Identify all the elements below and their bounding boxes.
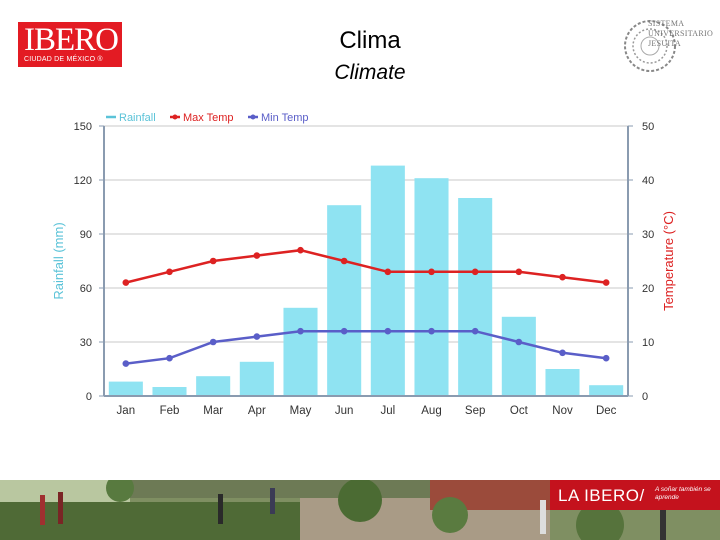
max-temp-point xyxy=(428,268,435,276)
legend-label: Min Temp xyxy=(261,112,308,124)
rainfall-bar xyxy=(152,387,187,396)
min-temp-point xyxy=(122,360,130,367)
left-axis-title: Rainfall (mm) xyxy=(51,222,66,299)
min-temp-point xyxy=(602,354,610,362)
right-tick-label: 10 xyxy=(642,337,654,349)
seal-line: SISTEMA xyxy=(648,19,685,28)
min-temp-point xyxy=(166,354,173,362)
banner-slogan: A soñar también se aprende xyxy=(655,486,711,501)
left-tick-label: 120 xyxy=(74,175,92,187)
campus-photo: LA IBERO/ A soñar también se aprende xyxy=(0,480,720,540)
seal-line: UNIVERSITARIO xyxy=(648,29,714,38)
right-tick-label: 30 xyxy=(642,229,654,241)
min-temp-point xyxy=(384,327,392,335)
x-tick-label: Apr xyxy=(248,405,266,417)
right-tick-label: 40 xyxy=(642,175,654,187)
max-temp-point xyxy=(602,279,610,286)
x-tick-label: Feb xyxy=(160,405,180,417)
climate-chart: 0 30 60 90 120 150 0 10 20 30 40 50 Jan Feb Mar Apr May J… xyxy=(51,112,676,417)
ibero-logo: IBERO CIUDAD DE MÉXICO ® xyxy=(18,22,122,67)
left-tick-label: 90 xyxy=(80,229,92,241)
min-temp-point xyxy=(340,327,348,335)
x-tick-label: Nov xyxy=(552,405,573,417)
page-title: Clima xyxy=(339,27,401,54)
logo-sub-text: CIUDAD DE MÉXICO ® xyxy=(24,56,103,63)
max-temp-point xyxy=(209,257,217,265)
rainfall-bar xyxy=(327,205,362,396)
x-tick-label: Aug xyxy=(421,405,441,417)
seal-line: JESUITA xyxy=(648,39,682,48)
min-temp-point xyxy=(515,338,523,346)
legend-label: Rainfall xyxy=(119,112,156,124)
max-temp-point xyxy=(515,268,523,276)
max-temp-point xyxy=(253,252,261,259)
min-temp-point xyxy=(209,338,217,346)
left-tick-label: 150 xyxy=(74,121,92,133)
x-tick-label: Oct xyxy=(510,405,529,417)
jesuit-seal-icon xyxy=(624,20,676,72)
max-temp-point xyxy=(471,268,479,276)
max-temp-point xyxy=(340,257,348,265)
right-tick-label: 0 xyxy=(642,391,648,403)
page-subtitle: Climate xyxy=(334,61,406,84)
max-temp-point xyxy=(559,273,566,281)
min-temp-point xyxy=(471,327,479,335)
min-temp-point xyxy=(559,349,566,357)
max-temp-point xyxy=(122,279,130,286)
min-temp-line xyxy=(125,329,607,365)
x-tick-label: Mar xyxy=(203,405,223,417)
legend-marker xyxy=(172,114,178,120)
x-tick-label: May xyxy=(290,405,312,417)
right-tick-label: 20 xyxy=(642,283,654,295)
legend-marker xyxy=(250,114,256,120)
min-temp-point xyxy=(428,327,435,335)
right-tick-label: 50 xyxy=(642,121,654,133)
x-tick-label: Sep xyxy=(465,405,485,417)
max-temp-point xyxy=(166,268,173,276)
left-tick-label: 0 xyxy=(86,391,92,403)
rainfall-bar xyxy=(414,178,449,396)
legend-label: Max Temp xyxy=(183,112,234,124)
max-temp-point xyxy=(384,268,392,276)
seal-text: SISTEMA UNIVERSITARIO JESUITA xyxy=(648,19,713,49)
rainfall-bar xyxy=(458,198,493,396)
rainfall-bar xyxy=(545,369,580,396)
right-axis-title: Temperature (°C) xyxy=(661,211,676,311)
campus-scene-image xyxy=(0,480,720,540)
rainfall-bar xyxy=(370,165,405,396)
x-tick-label: Jul xyxy=(380,405,395,417)
rainfall-bar xyxy=(589,385,624,396)
left-tick-label: 30 xyxy=(80,337,92,349)
left-tick-label: 60 xyxy=(80,283,92,295)
max-temp-point xyxy=(297,246,304,254)
rainfall-bar xyxy=(283,307,318,396)
banner-main-text: LA IBERO/ xyxy=(558,486,645,505)
rainfall-bar xyxy=(108,381,143,396)
x-tick-label: Dec xyxy=(596,405,617,417)
rainfall-bar xyxy=(196,376,231,396)
max-temp-line xyxy=(125,248,607,284)
x-tick-label: Jun xyxy=(335,405,354,417)
x-tick-label: Jan xyxy=(117,405,136,417)
min-temp-point xyxy=(297,327,304,335)
rainfall-bar xyxy=(239,361,274,396)
ibero-banner: LA IBERO/ A soñar también se aprende xyxy=(550,480,720,510)
min-temp-point xyxy=(253,333,261,340)
logo-main-text: IBERO xyxy=(24,22,119,58)
rainfall-bar xyxy=(501,316,536,396)
plot-area xyxy=(103,125,629,397)
